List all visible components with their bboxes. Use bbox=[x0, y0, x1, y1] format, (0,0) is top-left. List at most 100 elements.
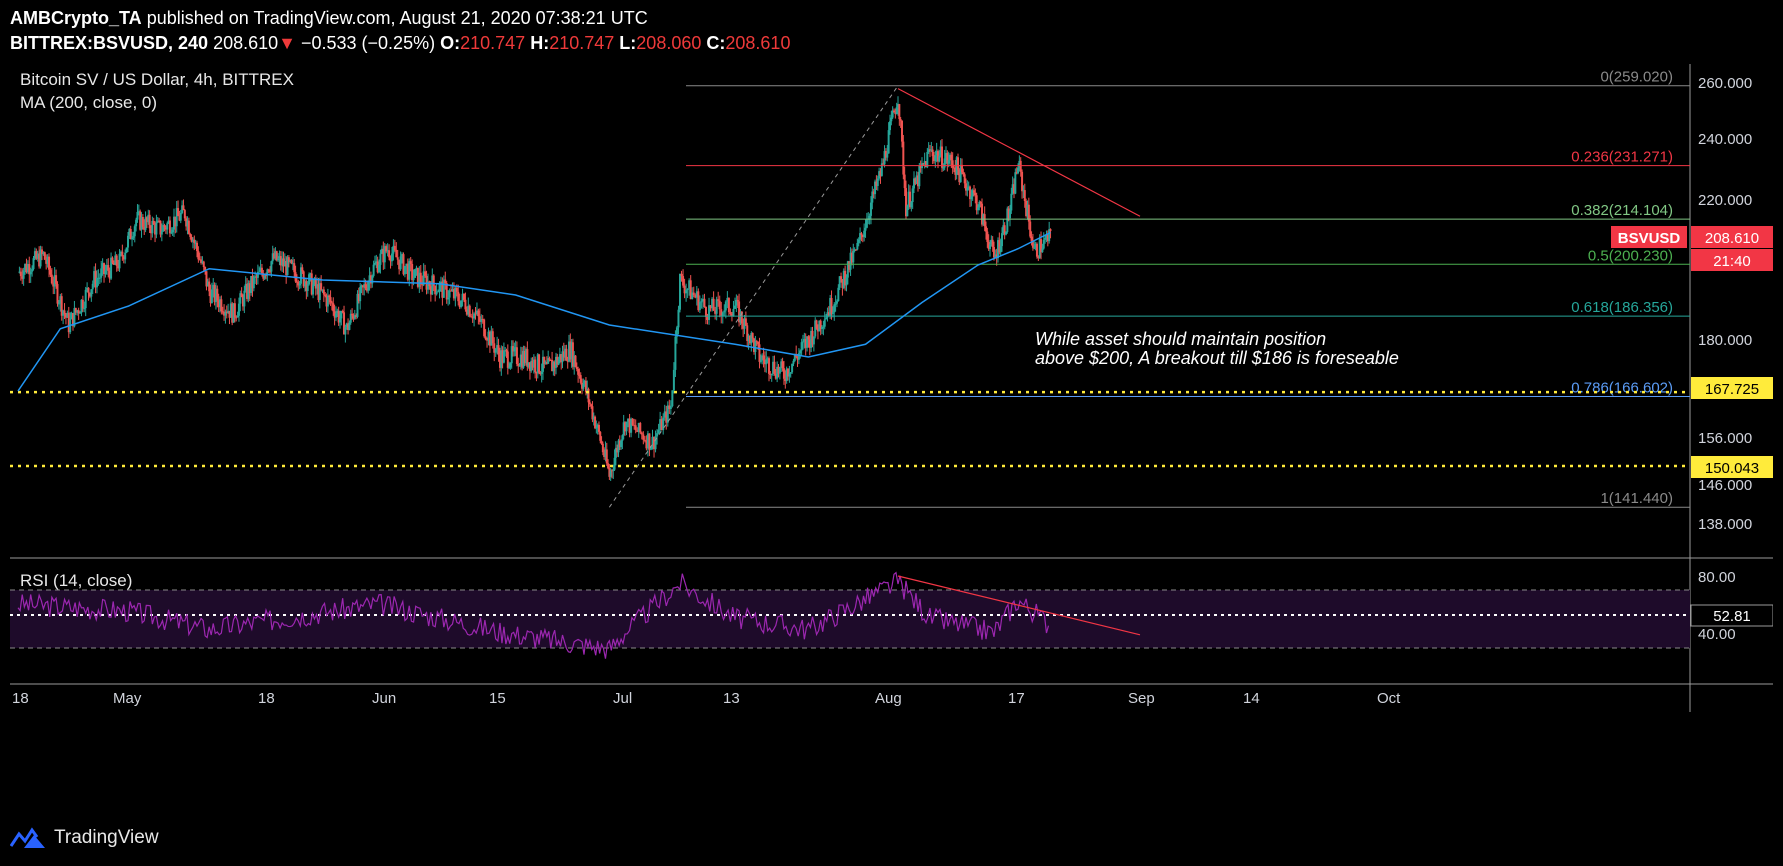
candle-body bbox=[194, 242, 197, 244]
candle-body bbox=[981, 203, 983, 225]
candle-body bbox=[128, 228, 131, 236]
candle-body bbox=[929, 149, 931, 151]
candle-body bbox=[855, 249, 858, 251]
candle-body bbox=[112, 262, 115, 265]
candle-body bbox=[788, 373, 791, 377]
candle-body bbox=[1015, 172, 1018, 174]
publisher-name[interactable]: AMBCrypto_TA bbox=[10, 8, 142, 28]
candle-body bbox=[349, 313, 352, 323]
candle-body bbox=[338, 318, 341, 323]
candle-body bbox=[565, 348, 568, 361]
price-trendline[interactable] bbox=[897, 88, 1141, 217]
candle-body bbox=[185, 218, 188, 227]
candle-body bbox=[40, 249, 43, 255]
candle-body bbox=[200, 259, 203, 263]
fib-retracement[interactable]: 0(259.020) 0.236(231.271) 0.382(214.104) 0.… bbox=[608, 69, 1690, 508]
symbol-label[interactable]: BITTREX:BSVUSD, 240 bbox=[10, 33, 209, 53]
candle-body bbox=[95, 277, 98, 288]
candle-body bbox=[523, 350, 526, 364]
candle-body bbox=[815, 320, 818, 329]
candle-body bbox=[724, 301, 727, 311]
rsi-legend[interactable]: RSI (14, close) bbox=[20, 571, 132, 590]
candle-body bbox=[530, 360, 533, 371]
candle-body bbox=[39, 249, 42, 267]
tradingview-logo-icon[interactable] bbox=[10, 827, 46, 849]
candle-body bbox=[747, 335, 750, 341]
time-label: 18 bbox=[258, 690, 275, 707]
candle-body bbox=[856, 242, 859, 250]
candle-body bbox=[201, 261, 204, 263]
candle-body bbox=[521, 354, 524, 368]
candle-body bbox=[232, 303, 235, 323]
candle-body bbox=[987, 242, 990, 250]
candle-body bbox=[627, 418, 630, 422]
candle-body bbox=[246, 283, 249, 299]
time-label: May bbox=[113, 690, 142, 707]
open-value: 210.747 bbox=[460, 33, 526, 53]
candle-body bbox=[596, 424, 599, 428]
candle-body bbox=[383, 246, 386, 263]
candle-body bbox=[772, 361, 775, 374]
candle-body bbox=[751, 333, 754, 339]
candle-body bbox=[285, 260, 288, 276]
candle-body bbox=[164, 227, 167, 230]
candle-body bbox=[784, 378, 787, 382]
candle-body bbox=[148, 214, 151, 229]
candle-body bbox=[1033, 247, 1036, 249]
candle-body bbox=[863, 230, 866, 238]
candle-body bbox=[518, 365, 521, 367]
candle-body bbox=[706, 317, 709, 320]
candle-body bbox=[190, 236, 193, 242]
candle-body bbox=[777, 366, 780, 374]
candle-body bbox=[642, 434, 645, 440]
candle-body bbox=[405, 263, 408, 267]
candle-body bbox=[663, 411, 666, 418]
price-axis[interactable]: 138.000 146.000 156.000 180.000 200.000 … bbox=[1698, 75, 1752, 643]
candle-body bbox=[715, 299, 718, 314]
candle-body bbox=[340, 310, 343, 319]
candle-body bbox=[451, 289, 454, 291]
candle-body bbox=[738, 301, 741, 323]
time-axis[interactable]: 18 May 18 Jun 15 Jul 13 Aug 17 Sep 14 Oc… bbox=[12, 690, 1401, 707]
candle-body bbox=[734, 305, 736, 309]
candle-body bbox=[846, 261, 849, 278]
candle-body bbox=[552, 362, 555, 372]
candle-body bbox=[504, 350, 507, 352]
candle-body bbox=[685, 290, 688, 294]
candle-body bbox=[1001, 233, 1003, 247]
candle-body bbox=[595, 427, 598, 429]
candle-body bbox=[729, 312, 732, 314]
candle-body bbox=[398, 259, 401, 270]
candle-body bbox=[692, 292, 695, 296]
candle-body bbox=[899, 119, 902, 121]
candle-body bbox=[448, 290, 451, 298]
candle-body bbox=[137, 211, 140, 213]
candle-body bbox=[698, 302, 701, 311]
ma-line[interactable] bbox=[17, 231, 1051, 392]
price-tick: 240.000 bbox=[1698, 131, 1752, 148]
candle-body bbox=[657, 430, 660, 434]
candle-body bbox=[282, 258, 285, 267]
candle-body bbox=[962, 172, 965, 175]
price-chart[interactable]: 0(259.020) 0.236(231.271) 0.382(214.104) 0.… bbox=[10, 64, 1773, 812]
candle-body bbox=[631, 418, 634, 426]
price-tick: 180.000 bbox=[1698, 332, 1752, 349]
candle-body bbox=[177, 208, 180, 217]
candle-body bbox=[45, 259, 48, 264]
rsi-trendline[interactable] bbox=[897, 575, 1141, 636]
candle-body bbox=[187, 220, 190, 234]
ma-legend[interactable]: MA (200, close, 0) bbox=[20, 93, 157, 112]
candle-body bbox=[835, 301, 838, 304]
candle-body bbox=[154, 224, 157, 235]
candle-body bbox=[776, 366, 779, 379]
candle-body bbox=[766, 358, 769, 360]
rsi-line[interactable] bbox=[17, 571, 1050, 659]
candle-body bbox=[875, 181, 878, 186]
candle-body bbox=[450, 290, 453, 292]
candle-body bbox=[528, 362, 531, 371]
footer-brand[interactable]: TradingView bbox=[54, 827, 159, 848]
candle-body bbox=[223, 312, 226, 316]
candle-body bbox=[62, 310, 65, 316]
candle-body bbox=[613, 457, 616, 470]
candle-body bbox=[55, 275, 58, 284]
